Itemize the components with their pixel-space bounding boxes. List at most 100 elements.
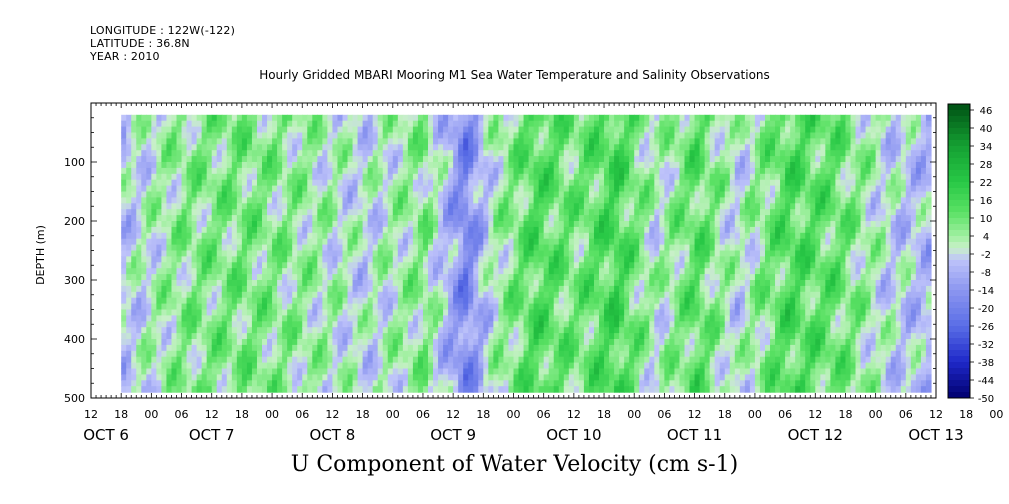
- heatmap-cell: [649, 238, 655, 246]
- heatmap-cell: [468, 285, 474, 293]
- heatmap-cell: [463, 256, 469, 263]
- heatmap-cell: [498, 291, 505, 299]
- heatmap-cell: [483, 280, 489, 287]
- heatmap-cell: [599, 362, 605, 370]
- heatmap-cell: [387, 203, 394, 210]
- heatmap-cell: [332, 374, 339, 381]
- heatmap-cell: [332, 362, 339, 370]
- heatmap-cell: [322, 380, 328, 387]
- heatmap-cell: [387, 291, 394, 299]
- heatmap-cell: [573, 250, 580, 257]
- heatmap-cell: [588, 344, 595, 352]
- heatmap-cell: [272, 285, 278, 293]
- heatmap-cell: [634, 120, 640, 128]
- heatmap-cell: [553, 138, 560, 145]
- heatmap-cell: [508, 327, 515, 334]
- heatmap-cell: [282, 209, 288, 216]
- heatmap-cell: [593, 126, 600, 134]
- heatmap-cell: [614, 191, 620, 198]
- heatmap-cell: [503, 315, 510, 322]
- heatmap-cell: [277, 221, 283, 228]
- heatmap-cell: [443, 291, 449, 299]
- heatmap-cell: [141, 150, 147, 157]
- heatmap-cell: [518, 362, 525, 370]
- heatmap-cell: [599, 173, 605, 181]
- heatmap-cell: [573, 114, 580, 122]
- heatmap-cell: [417, 138, 424, 145]
- heatmap-cell: [453, 309, 459, 316]
- heatmap-cell: [508, 297, 515, 305]
- heatmap-cell: [588, 268, 595, 275]
- heatmap-cell: [483, 262, 489, 269]
- heatmap-cell: [609, 374, 615, 381]
- heatmap-cell: [126, 221, 132, 228]
- heatmap-cell: [448, 374, 454, 381]
- heatmap-cell: [236, 226, 243, 234]
- heatmap-cell: [593, 280, 600, 287]
- heatmap-cell: [241, 303, 248, 311]
- heatmap-cell: [397, 250, 404, 257]
- heatmap-cell: [216, 126, 223, 134]
- heatmap-cell: [327, 291, 334, 299]
- heatmap-cell: [297, 215, 303, 222]
- heatmap-cell: [443, 197, 449, 204]
- heatmap-cell: [543, 250, 550, 257]
- heatmap-cell: [538, 309, 545, 316]
- heatmap-cell: [427, 144, 434, 151]
- heatmap-cell: [573, 327, 580, 334]
- heatmap-cell: [367, 303, 374, 311]
- heatmap-cell: [246, 333, 253, 340]
- heatmap-cell: [262, 250, 268, 257]
- heatmap-cell: [352, 380, 359, 387]
- heatmap-cell: [347, 191, 354, 198]
- heatmap-cell: [422, 356, 429, 364]
- heatmap-cell: [297, 132, 303, 139]
- heatmap-cell: [493, 197, 500, 204]
- heatmap-cell: [573, 297, 580, 305]
- heatmap-cell: [528, 221, 535, 228]
- heatmap-cell: [573, 274, 580, 281]
- heatmap-cell: [568, 138, 575, 145]
- heatmap-cell: [538, 185, 545, 193]
- heatmap-cell: [357, 297, 364, 305]
- heatmap-cell: [196, 315, 203, 322]
- heatmap-cell: [513, 244, 520, 252]
- heatmap-cell: [131, 215, 137, 222]
- heatmap-cell: [644, 226, 650, 234]
- heatmap-cell: [221, 309, 228, 316]
- heatmap-cell: [448, 126, 454, 134]
- heatmap-cell: [604, 173, 610, 181]
- heatmap-cell: [548, 339, 555, 346]
- heatmap-cell: [337, 280, 344, 287]
- heatmap-cell: [131, 173, 137, 181]
- heatmap-cell: [558, 285, 565, 293]
- heatmap-cell: [468, 362, 474, 370]
- heatmap-cell: [216, 268, 223, 275]
- heatmap-cell: [322, 350, 328, 358]
- heatmap-cell: [277, 215, 283, 222]
- heatmap-cell: [211, 232, 218, 240]
- heatmap-cell: [382, 185, 389, 193]
- heatmap-cell: [583, 167, 590, 175]
- heatmap-cell: [583, 179, 590, 187]
- heatmap-cell: [176, 203, 183, 210]
- heatmap-cell: [563, 356, 570, 364]
- heatmap-cell: [216, 297, 223, 305]
- heatmap-cell: [131, 209, 137, 216]
- heatmap-cell: [518, 156, 525, 163]
- heatmap-cell: [453, 344, 459, 352]
- heatmap-cell: [634, 362, 640, 370]
- heatmap-cell: [629, 203, 635, 210]
- heatmap-cell: [347, 356, 354, 364]
- heatmap-cell: [241, 162, 248, 169]
- heatmap-cell: [307, 356, 313, 364]
- heatmap-cell: [156, 303, 163, 311]
- heatmap-cell: [624, 268, 630, 275]
- heatmap-cell: [538, 203, 545, 210]
- heatmap-cell: [463, 126, 469, 134]
- heatmap-cell: [649, 291, 655, 299]
- heatmap-cell: [563, 156, 570, 163]
- heatmap-cell: [644, 132, 650, 139]
- heatmap-cell: [578, 238, 585, 246]
- heatmap-cell: [332, 321, 339, 328]
